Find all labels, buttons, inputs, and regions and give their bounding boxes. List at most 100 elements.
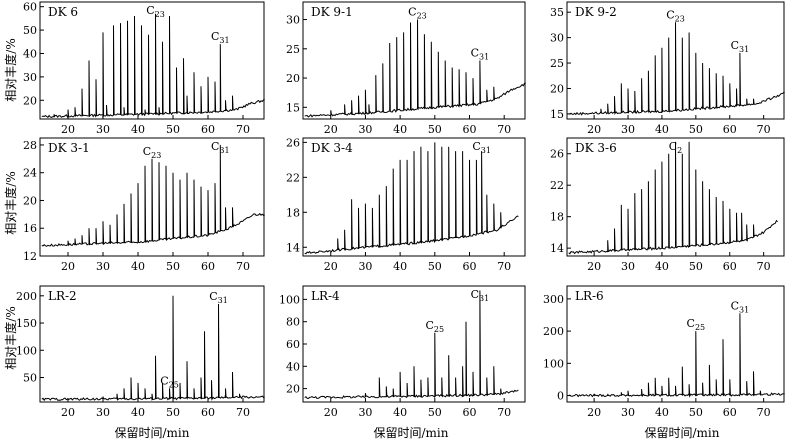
x-tick-label: 20 — [587, 260, 601, 273]
y-tick-label: 16 — [23, 222, 37, 235]
x-tick-label: 60 — [723, 406, 737, 419]
panel-frame — [302, 137, 526, 257]
y-tick-label: 28 — [23, 139, 37, 152]
x-tick-label: 30 — [358, 406, 372, 419]
y-tick-label: 14 — [550, 242, 564, 255]
panel-5: 20 30 40 50 60 70 14 18 22 26 DK 3-6 C2 — [550, 137, 785, 273]
ylabel-row-3: 相对丰度/% — [3, 306, 18, 369]
panel-frame — [302, 1, 526, 120]
y-tick-label: 100 — [543, 357, 564, 370]
x-tick-label: 40 — [393, 123, 407, 136]
y-tick-label: 300 — [543, 293, 564, 306]
x-tick-label: 30 — [358, 123, 372, 136]
peak-annotation: C31 — [471, 47, 490, 62]
y-tick-label: 14 — [286, 241, 300, 254]
x-tick-label: 30 — [621, 123, 635, 136]
peak-annotation: C31 — [211, 30, 230, 45]
panel-sample-name: LR-2 — [48, 289, 77, 303]
x-tick-label: 60 — [463, 123, 477, 136]
y-tick-label: 30 — [23, 71, 37, 84]
x-tick-label: 50 — [689, 260, 703, 273]
chromatogram-trace — [568, 313, 785, 398]
panel-frame — [39, 137, 265, 257]
x-tick-label: 40 — [131, 123, 145, 136]
x-tick-label: 70 — [497, 406, 511, 419]
panel-frame — [566, 137, 785, 257]
x-tick-label: 30 — [96, 406, 110, 419]
x-tick-label: 50 — [689, 123, 703, 136]
y-tick-label: 40 — [23, 47, 37, 60]
peak-annotation: C25 — [160, 374, 179, 389]
x-tick-label: 20 — [324, 260, 338, 273]
y-tick-label: 26 — [286, 136, 300, 149]
x-tick-label: 50 — [166, 406, 180, 419]
chromatogram-trace — [304, 290, 519, 400]
y-tick-label: 150 — [16, 317, 37, 330]
y-tick-label: 22 — [550, 179, 564, 192]
x-tick-label: 30 — [621, 406, 635, 419]
peak-annotation: C31 — [209, 290, 228, 305]
y-tick-label: 35 — [550, 6, 564, 19]
x-tick-label: 70 — [757, 260, 771, 273]
panel-sample-name: DK 3-6 — [575, 141, 617, 155]
x-tick-label: 50 — [428, 406, 442, 419]
x-tick-label: 30 — [96, 260, 110, 273]
x-tick-label: 20 — [324, 406, 338, 419]
y-tick-label: 25 — [286, 43, 300, 56]
x-tick-label: 20 — [324, 123, 338, 136]
y-tick-label: 60 — [286, 338, 300, 351]
x-tick-label: 50 — [166, 260, 180, 273]
x-tick-label: 20 — [61, 260, 75, 273]
y-tick-label: 26 — [550, 148, 564, 161]
peak-annotation: C23 — [146, 4, 165, 19]
y-tick-label: 20 — [23, 194, 37, 207]
x-tick-label: 20 — [61, 406, 75, 419]
peak-annotation: C23 — [408, 6, 427, 21]
y-tick-label: 200 — [543, 325, 564, 338]
panel-1: 20 30 40 50 60 70 15 20 25 30 DK 9-1 C23 C31 — [286, 1, 526, 136]
x-tick-label: 50 — [428, 123, 442, 136]
x-tick-label: 20 — [61, 123, 75, 136]
x-tick-label: 40 — [393, 406, 407, 419]
panel-sample-name: DK 9-1 — [311, 5, 353, 19]
y-tick-label: 18 — [286, 206, 300, 219]
x-tick-label: 30 — [621, 260, 635, 273]
x-tick-label: 60 — [463, 260, 477, 273]
x-tick-label: 60 — [201, 123, 215, 136]
x-tick-label: 40 — [131, 406, 145, 419]
xlabel-col-1: 保留时间/min — [115, 426, 190, 440]
x-tick-label: 40 — [393, 260, 407, 273]
peak-annotation: C31 — [731, 39, 750, 54]
y-tick-label: 100 — [279, 293, 300, 306]
panel-4: 20 30 40 50 60 70 14 18 22 26 DK 3-4 C31 — [286, 136, 526, 273]
y-tick-label: 20 — [286, 383, 300, 396]
xlabel-col-2: 保留时间/min — [374, 426, 449, 440]
panel-sample-name: DK 9-2 — [575, 5, 617, 19]
panel-sample-name: DK 3-4 — [311, 141, 353, 155]
chromatogram-trace — [41, 144, 265, 247]
x-tick-label: 70 — [236, 260, 250, 273]
x-tick-label: 20 — [587, 406, 601, 419]
peak-annotation: C23 — [143, 145, 162, 160]
y-tick-label: 15 — [550, 108, 564, 121]
x-tick-label: 60 — [723, 123, 737, 136]
chromatogram-trace — [304, 19, 526, 118]
x-tick-label: 30 — [358, 260, 372, 273]
panel-0: 20 30 40 50 60 70 20 30 40 50 60 DK 6 C23 C31 — [23, 1, 265, 136]
x-tick-label: 60 — [201, 406, 215, 419]
x-tick-label: 70 — [757, 406, 771, 419]
peak-annotation: C31 — [211, 140, 230, 155]
panel-frame — [39, 1, 265, 120]
x-tick-label: 40 — [655, 123, 669, 136]
panel-sample-name: LR-6 — [575, 289, 604, 303]
y-tick-label: 100 — [16, 344, 37, 357]
x-tick-label: 40 — [655, 406, 669, 419]
y-tick-label: 50 — [23, 24, 37, 37]
panel-3: 20 30 40 50 60 70 12 16 20 24 28 DK 3-1 C23 C31 — [23, 137, 265, 273]
y-tick-label: 50 — [23, 371, 37, 384]
peak-annotation: C31 — [471, 288, 490, 303]
panel-7: 20 30 40 50 60 70 20 40 60 80 100 LR-4 C25 C31 — [279, 285, 526, 419]
y-tick-label: 30 — [286, 14, 300, 27]
ylabel-row-1: 相对丰度/% — [3, 38, 18, 101]
